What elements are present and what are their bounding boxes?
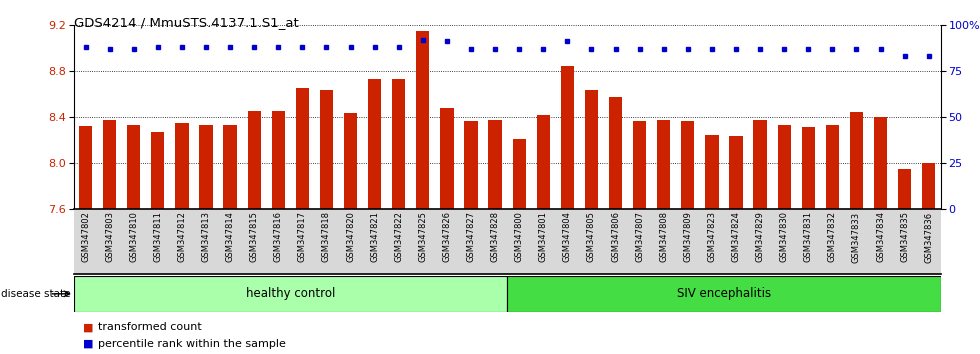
Text: GSM347833: GSM347833 [852, 211, 861, 263]
Text: GSM347834: GSM347834 [876, 211, 885, 262]
Bar [223, 125, 237, 209]
Text: GSM347806: GSM347806 [612, 211, 620, 262]
Bar [729, 136, 743, 209]
Bar [777, 125, 791, 209]
Bar [319, 90, 333, 209]
Bar [850, 112, 863, 209]
Text: GSM347823: GSM347823 [708, 211, 716, 262]
Bar [440, 108, 454, 209]
Bar [706, 135, 718, 209]
Text: GSM347836: GSM347836 [924, 211, 933, 263]
Bar [248, 111, 261, 209]
Text: GSM347809: GSM347809 [683, 211, 692, 262]
Text: GSM347820: GSM347820 [346, 211, 355, 262]
Bar [392, 79, 406, 209]
Text: GSM347822: GSM347822 [394, 211, 403, 262]
Bar [103, 120, 117, 209]
Text: GSM347824: GSM347824 [731, 211, 741, 262]
Text: healthy control: healthy control [246, 287, 335, 300]
Bar [874, 117, 887, 209]
Text: ■: ■ [83, 339, 94, 349]
Bar [79, 126, 92, 209]
Text: GSM347810: GSM347810 [129, 211, 138, 262]
Text: GSM347805: GSM347805 [587, 211, 596, 262]
Bar [151, 132, 165, 209]
Text: GSM347815: GSM347815 [250, 211, 259, 262]
Bar [802, 127, 815, 209]
Text: GSM347832: GSM347832 [828, 211, 837, 262]
Text: GSM347811: GSM347811 [153, 211, 163, 262]
Text: GSM347803: GSM347803 [105, 211, 114, 262]
Bar [898, 169, 911, 209]
Bar [271, 111, 285, 209]
Text: percentile rank within the sample: percentile rank within the sample [98, 339, 286, 349]
Bar [561, 66, 574, 209]
Text: GSM347808: GSM347808 [660, 211, 668, 262]
Text: GSM347826: GSM347826 [442, 211, 452, 262]
Bar [344, 113, 357, 209]
Bar [416, 30, 429, 209]
Bar [585, 90, 598, 209]
Bar [296, 88, 309, 209]
Text: GSM347812: GSM347812 [177, 211, 186, 262]
Text: SIV encephalitis: SIV encephalitis [677, 287, 771, 300]
Text: GSM347801: GSM347801 [539, 211, 548, 262]
Text: ■: ■ [83, 322, 94, 332]
Bar [609, 97, 622, 209]
Bar [658, 120, 670, 209]
Text: GSM347831: GSM347831 [804, 211, 812, 262]
Text: GSM347827: GSM347827 [466, 211, 475, 262]
Text: GSM347825: GSM347825 [418, 211, 427, 262]
Text: GSM347802: GSM347802 [81, 211, 90, 262]
Text: GSM347800: GSM347800 [514, 211, 523, 262]
Bar [826, 125, 839, 209]
Text: GSM347835: GSM347835 [901, 211, 909, 262]
Bar [488, 120, 502, 209]
Bar [368, 79, 381, 209]
Text: GSM347821: GSM347821 [370, 211, 379, 262]
Bar [74, 276, 508, 312]
Bar [513, 139, 526, 209]
Bar [127, 125, 140, 209]
Bar [922, 163, 935, 209]
Bar [633, 121, 646, 209]
Text: GSM347816: GSM347816 [273, 211, 283, 262]
Bar [754, 120, 766, 209]
Bar [537, 115, 550, 209]
Text: GSM347804: GSM347804 [563, 211, 572, 262]
Text: disease state: disease state [1, 289, 71, 299]
Text: GSM347829: GSM347829 [756, 211, 764, 262]
Text: GSM347828: GSM347828 [491, 211, 500, 262]
Text: GDS4214 / MmuSTS.4137.1.S1_at: GDS4214 / MmuSTS.4137.1.S1_at [74, 16, 298, 29]
Bar [199, 125, 213, 209]
Text: GSM347807: GSM347807 [635, 211, 644, 262]
Bar [508, 276, 941, 312]
Text: GSM347830: GSM347830 [780, 211, 789, 262]
Text: GSM347814: GSM347814 [225, 211, 234, 262]
Bar [465, 121, 477, 209]
Text: GSM347813: GSM347813 [202, 211, 211, 262]
Text: GSM347817: GSM347817 [298, 211, 307, 262]
Bar [175, 122, 188, 209]
Bar [681, 121, 695, 209]
Text: transformed count: transformed count [98, 322, 202, 332]
Text: GSM347818: GSM347818 [322, 211, 331, 262]
